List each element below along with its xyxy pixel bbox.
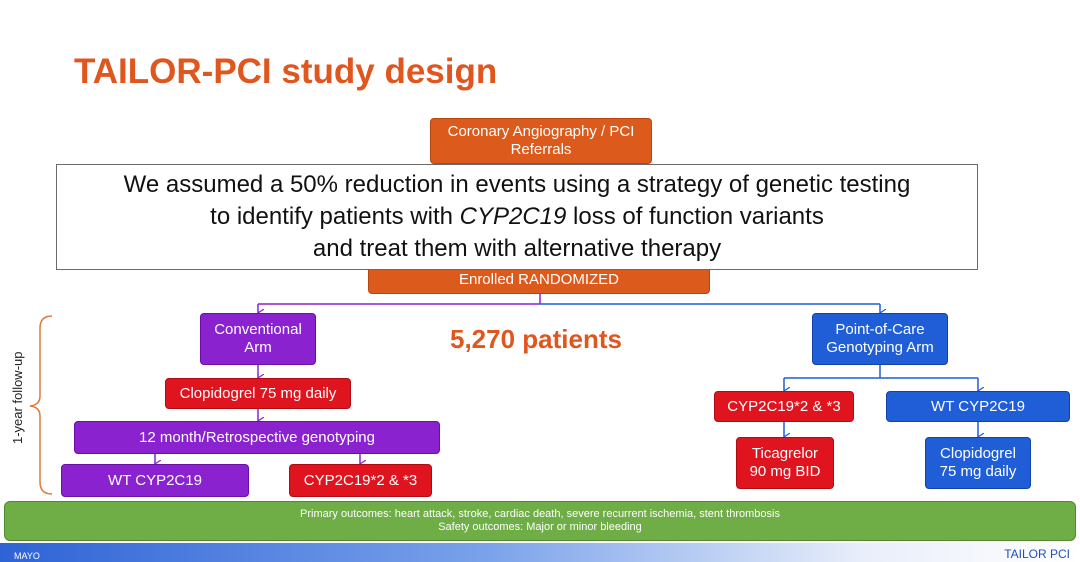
callout-line2-post: loss of function variants [566,203,824,230]
poc-clopidogrel-line2: 75 mg daily [939,463,1017,480]
footer-mayo: MAYO [14,551,40,561]
slide-title: TAILOR-PCI study design [74,52,498,91]
footer-bar [0,543,1080,562]
ticagrelor-line2: 90 mg BID [749,463,821,480]
conventional-wt-box: WT CYP2C19 [61,464,249,497]
conventional-lof-box: CYP2C19*2 & *3 [289,464,432,497]
conventional-arm-box: Conventional Arm [200,313,316,365]
safety-outcomes: Safety outcomes: Major or minor bleeding [438,521,642,533]
enrolled-box: Enrolled RANDOMIZED [368,266,710,294]
outcomes-box: Primary outcomes: heart attack, stroke, … [4,501,1076,541]
poc-clopidogrel-box: Clopidogrel 75 mg daily [925,437,1031,489]
ticagrelor-line1: Ticagrelor [751,445,819,462]
assumption-callout: We assumed a 50% reduction in events usi… [56,164,978,270]
followup-bracket [29,315,53,495]
conventional-arm-line1: Conventional [214,321,302,338]
conventional-wt-label: WT CYP2C19 [108,471,202,489]
conventional-clopidogrel-box: Clopidogrel 75 mg daily [165,378,351,409]
callout-line3: and treat them with alternative therapy [312,235,722,262]
conventional-lof-label: CYP2C19*2 & *3 [303,471,418,489]
conventional-clopidogrel-label: Clopidogrel 75 mg daily [179,384,337,402]
poc-lof-box: CYP2C19*2 & *3 [714,391,854,422]
poc-arm-line1: Point-of-Care [835,321,925,338]
referrals-box: Coronary Angiography / PCI Referrals [430,118,652,164]
poc-wt-box: WT CYP2C19 [886,391,1070,422]
retrospective-genotyping-label: 12 month/Retrospective genotyping [139,428,375,446]
referrals-line2: Referrals [510,141,572,158]
conventional-arm-line2: Arm [244,339,272,356]
followup-label: 1-year follow-up [10,351,25,445]
footer-tailor-pci: TAILOR PCI [1004,547,1070,561]
referrals-line1: Coronary Angiography / PCI [447,123,635,140]
patient-count: 5,270 patients [450,324,622,354]
poc-clopidogrel-line1: Clopidogrel [940,445,1016,462]
poc-arm-line2: Genotyping Arm [826,339,934,356]
primary-outcomes: Primary outcomes: heart attack, stroke, … [300,508,780,520]
retrospective-genotyping-box: 12 month/Retrospective genotyping [74,421,440,454]
ticagrelor-box: Ticagrelor 90 mg BID [736,437,834,489]
poc-lof-label: CYP2C19*2 & *3 [727,397,841,415]
enrolled-label: Enrolled RANDOMIZED [458,271,620,288]
callout-line2-pre: to identify patients with [210,203,460,230]
poc-wt-label: WT CYP2C19 [931,397,1025,415]
callout-gene: CYP2C19 [459,203,567,230]
callout-line1: We assumed a 50% reduction in events usi… [123,171,911,198]
callout-line2: to identify patients with CYP2C19 loss o… [57,201,977,233]
poc-arm-box: Point-of-Care Genotyping Arm [812,313,948,365]
